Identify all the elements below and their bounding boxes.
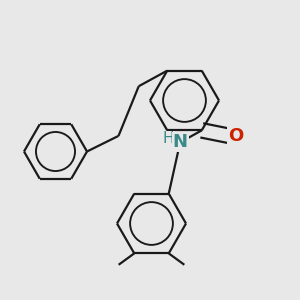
Text: H: H: [162, 131, 174, 146]
Text: N: N: [173, 134, 188, 152]
Text: O: O: [228, 127, 243, 145]
